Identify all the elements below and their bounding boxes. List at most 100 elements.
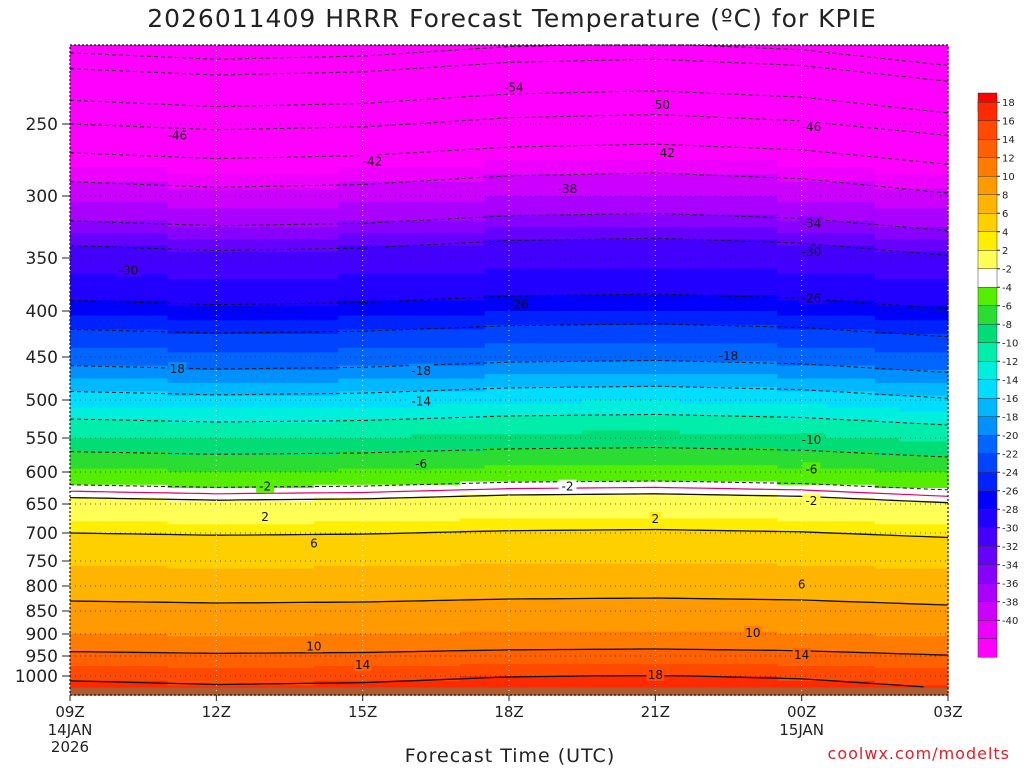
heatmap-cell bbox=[240, 273, 266, 280]
heatmap-cell bbox=[582, 295, 608, 301]
heatmap-cell bbox=[484, 448, 510, 453]
heatmap-cell bbox=[630, 84, 656, 93]
heatmap-cell bbox=[655, 497, 681, 502]
heatmap-cell bbox=[777, 329, 803, 335]
heatmap-cell bbox=[313, 478, 339, 483]
heatmap-cell bbox=[70, 329, 95, 335]
heatmap-cell bbox=[509, 593, 534, 597]
heatmap-cell bbox=[679, 208, 705, 216]
heatmap-cell bbox=[630, 461, 656, 466]
heatmap-cell bbox=[411, 642, 437, 646]
heatmap-cell bbox=[313, 434, 339, 439]
heatmap-cell bbox=[411, 615, 437, 619]
heatmap-cell bbox=[338, 535, 364, 540]
heatmap-cell bbox=[118, 617, 144, 621]
heatmap-cell bbox=[362, 100, 388, 109]
heatmap-cell bbox=[704, 369, 730, 375]
heatmap-cell bbox=[143, 426, 169, 431]
heatmap-cell bbox=[557, 555, 583, 559]
heatmap-cell bbox=[338, 615, 364, 619]
heatmap-cell bbox=[143, 100, 169, 109]
heatmap-cell bbox=[265, 636, 291, 639]
heatmap-cell bbox=[509, 541, 534, 545]
heatmap-cell bbox=[679, 329, 705, 335]
heatmap-cell bbox=[167, 289, 193, 296]
heatmap-cell bbox=[387, 583, 413, 587]
heatmap-cell bbox=[240, 369, 266, 375]
heatmap-cell bbox=[313, 568, 339, 572]
heatmap-cell bbox=[606, 515, 632, 520]
heatmap-cell bbox=[582, 233, 608, 240]
heatmap-cell bbox=[777, 92, 803, 101]
heatmap-cell bbox=[752, 601, 778, 605]
heatmap-cell bbox=[557, 448, 583, 453]
heatmap-cell bbox=[533, 563, 559, 567]
heatmap-cell bbox=[728, 411, 754, 416]
heatmap-cell bbox=[460, 588, 486, 592]
heatmap-cell bbox=[460, 116, 486, 125]
heatmap-cell bbox=[655, 357, 681, 362]
heatmap-cell bbox=[216, 656, 242, 659]
heatmap-cell bbox=[630, 300, 656, 307]
heatmap-cell bbox=[313, 561, 339, 565]
heatmap-cell bbox=[582, 535, 608, 540]
heatmap-cell bbox=[118, 202, 144, 209]
heatmap-cell bbox=[143, 558, 169, 562]
heatmap-cell bbox=[435, 352, 461, 358]
heatmap-cell bbox=[313, 615, 339, 619]
heatmap-cell bbox=[704, 214, 730, 222]
heatmap-cell bbox=[460, 631, 486, 635]
heatmap-cell bbox=[143, 60, 169, 70]
heatmap-cell bbox=[313, 411, 339, 416]
heatmap-cell bbox=[460, 524, 486, 528]
heatmap-cell bbox=[387, 475, 413, 479]
heatmap-cell bbox=[191, 596, 217, 600]
heatmap-cell bbox=[191, 472, 217, 476]
heatmap-cell bbox=[679, 465, 705, 470]
heatmap-cell bbox=[362, 552, 388, 556]
heatmap-cell bbox=[728, 214, 754, 222]
heatmap-cell bbox=[679, 478, 705, 483]
heatmap-cell bbox=[70, 108, 95, 117]
heatmap-cell bbox=[435, 284, 461, 291]
heatmap-cell bbox=[94, 167, 120, 175]
heatmap-cell bbox=[167, 547, 193, 551]
heatmap-cell bbox=[509, 598, 534, 602]
heatmap-cell bbox=[777, 76, 803, 86]
heatmap-cell bbox=[70, 45, 95, 54]
heatmap-cell bbox=[338, 568, 364, 572]
heatmap-cell bbox=[606, 208, 632, 216]
heatmap-cell bbox=[533, 239, 559, 247]
heatmap-cell bbox=[118, 300, 144, 307]
heatmap-cell bbox=[533, 668, 559, 671]
heatmap-cell bbox=[777, 515, 803, 520]
heatmap-cell bbox=[704, 311, 730, 317]
heatmap-cell bbox=[655, 533, 681, 537]
heatmap-cell bbox=[216, 461, 242, 466]
heatmap-cell bbox=[679, 407, 705, 412]
heatmap-cell bbox=[216, 378, 242, 384]
heatmap-cell bbox=[70, 124, 95, 132]
heatmap-cell bbox=[191, 357, 217, 362]
heatmap-cell bbox=[582, 268, 608, 275]
heatmap-cell bbox=[606, 606, 632, 610]
heatmap-cell bbox=[387, 76, 413, 86]
heatmap-cell bbox=[435, 568, 461, 572]
heatmap-cell bbox=[679, 289, 705, 296]
heatmap-cell bbox=[801, 268, 827, 275]
heatmap-cell bbox=[289, 160, 315, 168]
heatmap-cell bbox=[752, 411, 778, 416]
heatmap-cell bbox=[679, 76, 705, 86]
heatmap-cell bbox=[191, 465, 217, 470]
heatmap-cell bbox=[191, 552, 217, 556]
heatmap-cell bbox=[387, 676, 413, 682]
heatmap-cell bbox=[289, 188, 315, 197]
heatmap-cell bbox=[265, 403, 291, 409]
heatmap-cell bbox=[94, 533, 120, 537]
heatmap-cell bbox=[606, 233, 632, 240]
heatmap-cell bbox=[557, 382, 583, 388]
heatmap-cell bbox=[411, 245, 437, 253]
heatmap-cell bbox=[630, 620, 656, 624]
heatmap-cell bbox=[338, 295, 364, 301]
heatmap-cell bbox=[509, 624, 534, 628]
